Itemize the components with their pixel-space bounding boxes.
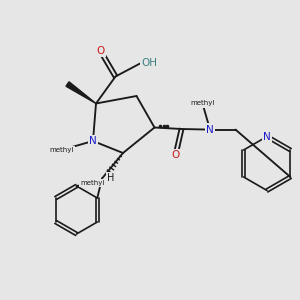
Text: methyl: methyl — [190, 100, 215, 106]
Text: methyl: methyl — [81, 180, 105, 186]
Text: O: O — [96, 46, 105, 56]
Text: N: N — [206, 124, 214, 135]
Text: N: N — [263, 131, 271, 142]
Text: N: N — [89, 136, 97, 146]
Text: O: O — [171, 150, 180, 161]
Text: methyl: methyl — [49, 147, 74, 153]
Text: H: H — [107, 173, 115, 183]
Polygon shape — [66, 82, 96, 104]
Text: OH: OH — [141, 58, 157, 68]
